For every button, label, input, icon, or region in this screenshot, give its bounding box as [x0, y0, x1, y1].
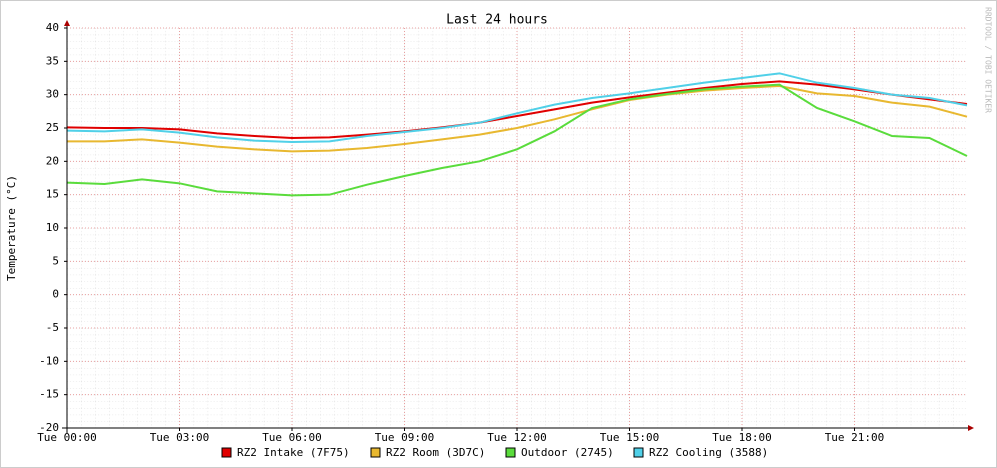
- series-line: [67, 84, 968, 153]
- legend-swatch: [221, 447, 232, 458]
- y-tick-label: 35: [46, 54, 59, 67]
- y-tick-label: -15: [39, 388, 59, 401]
- y-tick-label: 5: [52, 254, 59, 267]
- x-tick-label: Tue 21:00: [825, 431, 885, 444]
- y-tick-label: 10: [46, 221, 59, 234]
- chart-title: Last 24 hours: [446, 13, 548, 28]
- x-tick-label: Tue 00:00: [37, 431, 97, 444]
- legend-label: Outdoor (2745): [521, 446, 614, 459]
- y-tick-label: 20: [46, 154, 59, 167]
- x-arrow: [968, 425, 974, 431]
- y-tick-label: -5: [46, 321, 59, 334]
- y-tick-label: 25: [46, 121, 59, 134]
- y-tick-label: 0: [52, 288, 59, 301]
- x-tick-label: Tue 09:00: [375, 431, 435, 444]
- grid-layer: -20 -15 -10 -5 0 5 10 15 20 25 30 35 40 Tue 00:00 Tue …: [37, 21, 967, 444]
- watermark: RRDTOOL / TOBI OETIKER: [984, 7, 993, 113]
- y-tick-label: 15: [46, 188, 59, 201]
- series-line: [66, 80, 968, 140]
- y-tick-label: -10: [39, 354, 59, 367]
- y-arrow: [64, 20, 70, 26]
- y-tick-label: -20: [39, 421, 59, 434]
- series-line: [66, 83, 968, 197]
- line-layer: [66, 72, 968, 197]
- legend-label: RZ2 Room (3D7C): [386, 446, 485, 459]
- legend-label: RZ2 Cooling (3588): [649, 446, 768, 459]
- x-tick-label: Tue 06:00: [262, 431, 322, 444]
- y-axis-label: Temperature (°C): [5, 175, 18, 281]
- y-tick-label: 40: [46, 21, 59, 34]
- legend: RZ2 Intake (7F75) RZ2 Room (3D7C) Outdoor …: [221, 446, 768, 459]
- x-tick-label: Tue 12:00: [487, 431, 547, 444]
- x-tick-label: Tue 03:00: [150, 431, 210, 444]
- legend-swatch: [633, 447, 644, 458]
- x-tick-label: Tue 15:00: [600, 431, 660, 444]
- series-line: [66, 72, 968, 144]
- x-tick-label: Tue 18:00: [712, 431, 772, 444]
- legend-label: RZ2 Intake (7F75): [237, 446, 350, 459]
- legend-swatch: [505, 447, 516, 458]
- y-tick-label: 30: [46, 88, 59, 101]
- legend-swatch: [370, 447, 381, 458]
